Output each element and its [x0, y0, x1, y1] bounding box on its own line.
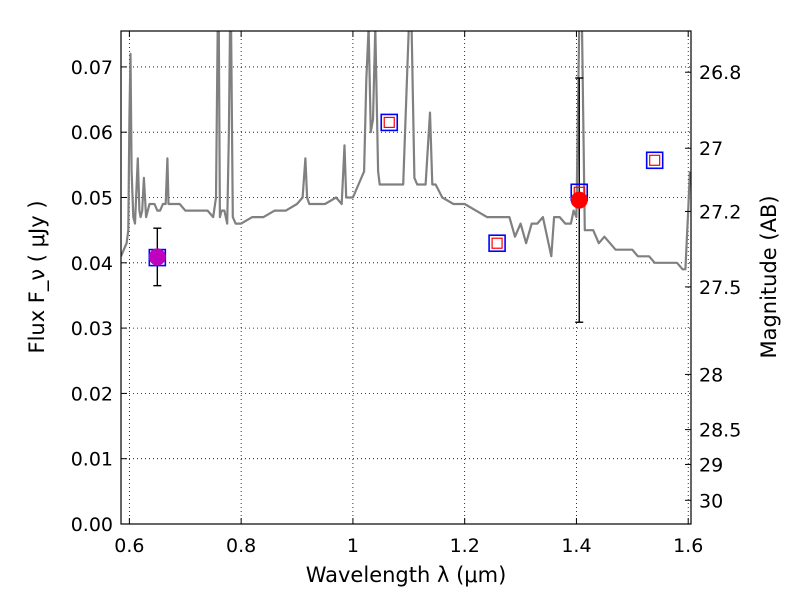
model-point-outer — [488, 234, 506, 253]
x-tick-label: 1 — [347, 535, 359, 557]
y2-axis-ticks: 26.8 27 27.2 27.5 28 28.5 29 30 — [685, 62, 741, 512]
model-point-inner — [649, 154, 661, 166]
y-tick-label: 0.03 — [71, 318, 113, 340]
model-point-outer — [380, 113, 399, 132]
y-tick-label: 0.06 — [71, 122, 113, 144]
y-axis-ticks: 0.00 0.01 0.02 0.03 0.04 0.05 0.06 0.07 — [71, 57, 127, 536]
x-axis-ticks: 0.6 0.8 1 1.2 1.4 1.6 — [114, 31, 703, 557]
x-tick-label: 0.6 — [114, 535, 144, 557]
observed-points — [148, 191, 588, 266]
x-axis-label: Wavelength λ (μm) — [306, 563, 507, 587]
plot-area — [121, 31, 691, 323]
x-tick-label: 0.8 — [226, 535, 256, 557]
y2-tick-label: 28 — [699, 364, 723, 386]
y-tick-label: 0.00 — [71, 514, 113, 536]
y2-tick-label: 30 — [699, 490, 723, 512]
model-point-inner — [491, 237, 503, 249]
x-tick-label: 1.6 — [673, 535, 703, 557]
observed-point — [148, 248, 166, 266]
y2-tick-label: 27.2 — [699, 201, 741, 223]
y2-tick-label: 26.8 — [699, 62, 741, 84]
y-tick-label: 0.02 — [71, 383, 113, 405]
plot-frame — [120, 30, 692, 525]
y2-tick-label: 29 — [699, 454, 723, 476]
x-tick-label: 1.4 — [561, 535, 591, 557]
y-tick-label: 0.05 — [71, 188, 113, 210]
y2-tick-label: 27 — [699, 138, 723, 160]
spectrum-series — [121, 31, 691, 271]
y2-tick-label: 28.5 — [699, 420, 741, 442]
x-tick-label: 1.2 — [450, 535, 480, 557]
observed-point — [570, 191, 588, 209]
model-point-outer — [645, 151, 664, 170]
y-tick-label: 0.04 — [71, 253, 113, 275]
y-tick-label: 0.07 — [71, 57, 113, 79]
model-point-inner — [383, 116, 395, 129]
spectrum-line — [121, 31, 691, 271]
y2-tick-label: 27.5 — [699, 277, 741, 299]
y2-axis-label: Magnitude (AB) — [757, 195, 781, 358]
y-axis-label: Flux F_ν ( μJy ) — [25, 200, 50, 353]
y-tick-label: 0.01 — [71, 449, 113, 471]
